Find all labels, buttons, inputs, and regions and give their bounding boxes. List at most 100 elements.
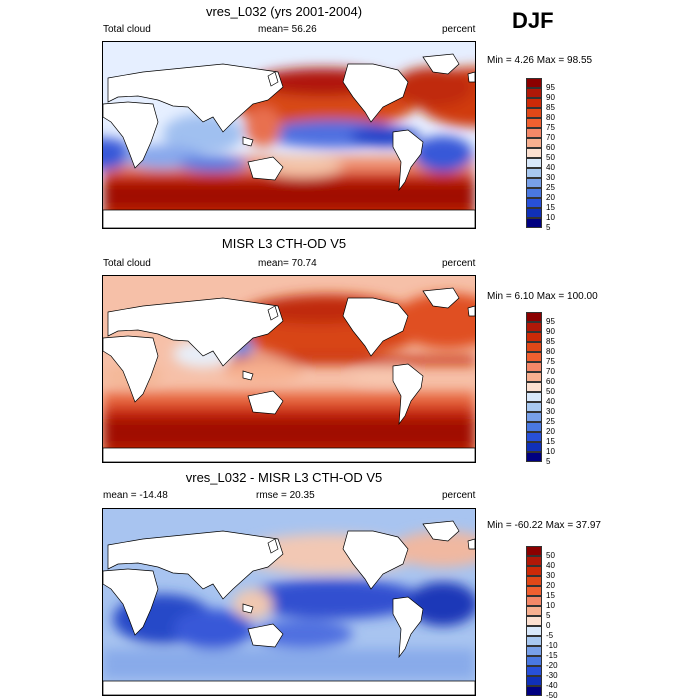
cb1-box [526,208,542,218]
cb2-label: 85 [546,337,555,346]
cb3-label: 5 [546,611,551,620]
cb3-label: -50 [546,691,558,700]
panel2-left-label: Total cloud [103,258,151,269]
cb3-label: 50 [546,551,555,560]
panel3-title: vres_L032 - MISR L3 CTH-OD V5 [185,470,383,485]
cb1-box [526,88,542,98]
cb2-label: 10 [546,447,555,456]
cb1-label: 80 [546,113,555,122]
panel3-minmax: Min = -60.22 Max = 37.97 [487,520,601,531]
cb2-box [526,322,542,332]
panel1-mean: mean= 56.26 [258,24,317,35]
panel2-mean: mean= 70.74 [258,258,317,269]
panel3-map [102,508,476,696]
cb3-box [526,566,542,576]
cb1-box [526,108,542,118]
panel1-units: percent [442,24,476,35]
cb3-box [526,556,542,566]
panel2-title: MISR L3 CTH-OD V5 [221,236,347,251]
panel2-minmax: Min = 6.10 Max = 100.00 [487,291,598,302]
cb2-box [526,392,542,402]
cb2-box [526,432,542,442]
panel1-minmax: Min = 4.26 Max = 98.55 [487,55,593,66]
cb2-label: 50 [546,387,555,396]
cb1-box [526,158,542,168]
cb3-label: 30 [546,571,555,580]
cb1-label: 60 [546,143,555,152]
cb3-label: -30 [546,671,558,680]
cb1-label: 30 [546,173,555,182]
cb2-label: 25 [546,417,555,426]
cb3-label: 10 [546,601,555,610]
panel2-units: percent [442,258,476,269]
cb2-label: 75 [546,357,555,366]
cb1-label: 75 [546,123,555,132]
cb1-label: 40 [546,163,555,172]
cb1-box [526,138,542,148]
cb3-label: 0 [546,621,551,630]
cb1-label: 95 [546,83,555,92]
cb1-label: 70 [546,133,555,142]
season-label: DJF [512,8,554,33]
panel3-units: percent [442,490,476,501]
cb1-label: 5 [546,223,551,232]
cb1-box [526,98,542,108]
cb2-box [526,402,542,412]
cb1-label: 25 [546,183,555,192]
cb2-box [526,452,542,462]
cb1-box [526,148,542,158]
cb1-box [526,128,542,138]
cb1-label: 15 [546,203,555,212]
cb3-box [526,676,542,686]
cb2-label: 40 [546,397,555,406]
cb3-label: -10 [546,641,558,650]
cb3-box [526,586,542,596]
cb3-box [526,576,542,586]
cb1-box [526,218,542,228]
panel2-colorbar: 95 90 85 80 75 70 60 50 40 30 25 20 15 1… [526,312,586,466]
cb1-label: 90 [546,93,555,102]
panel3-colorbar: 50 40 30 20 15 10 5 0 -5 -10 -15 -20 -30… [526,546,586,700]
cb2-box [526,332,542,342]
cb1-box [526,198,542,208]
cb2-box [526,382,542,392]
cb1-box [526,178,542,188]
cb2-label: 5 [546,457,551,466]
cb3-label: 20 [546,581,555,590]
panel1-left-label: Total cloud [103,24,151,35]
cb2-label: 15 [546,437,555,446]
cb3-box [526,636,542,646]
cb1-label: 20 [546,193,555,202]
cb1-box [526,118,542,128]
cb2-box [526,422,542,432]
cb3-box [526,646,542,656]
cb2-box [526,352,542,362]
panel3-mean: mean = -14.48 [103,490,168,501]
cb2-label: 95 [546,317,555,326]
panel1-map [102,41,476,229]
panel3-rmse: rmse = 20.35 [256,490,315,501]
cb3-box [526,616,542,626]
panel2-map [102,275,476,463]
cb3-label: -20 [546,661,558,670]
cb1-box [526,78,542,88]
cb3-box [526,596,542,606]
cb2-box [526,442,542,452]
cb1-label: 85 [546,103,555,112]
cb3-box [526,666,542,676]
cb2-box [526,342,542,352]
cb1-box [526,168,542,178]
cb1-label: 10 [546,213,555,222]
cb2-box [526,312,542,322]
cb2-box [526,362,542,372]
cb2-box [526,372,542,382]
cb2-label: 20 [546,427,555,436]
cb2-label: 90 [546,327,555,336]
cb3-box [526,626,542,636]
cb3-label: 15 [546,591,555,600]
cb3-label: -5 [546,631,554,640]
cb3-label: 40 [546,561,555,570]
cb3-box [526,686,542,696]
cb2-label: 80 [546,347,555,356]
cb1-label: 50 [546,153,555,162]
